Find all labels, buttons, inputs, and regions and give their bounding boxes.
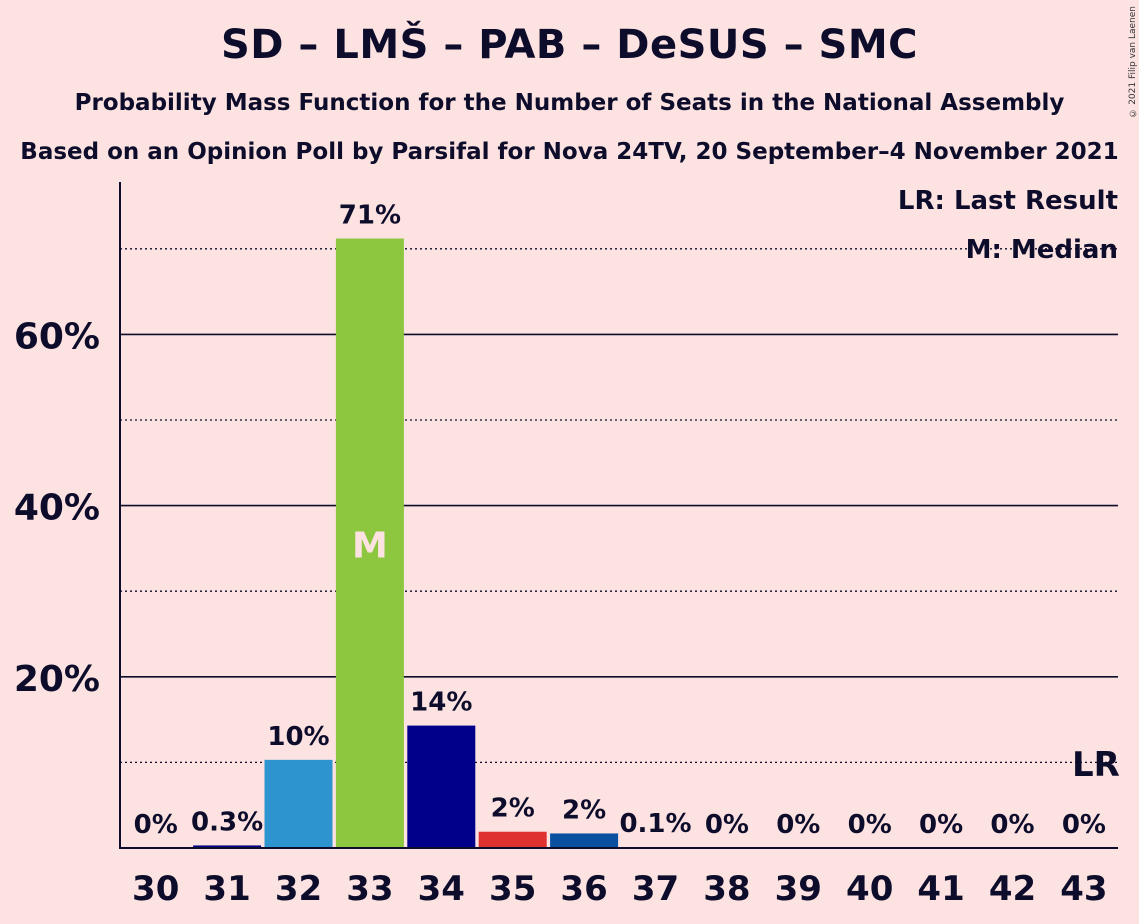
y-tick-label: 60% [14, 316, 100, 357]
bar-35 [478, 831, 547, 848]
data-label-32: 10% [267, 722, 329, 752]
x-tick-label: 31 [203, 869, 250, 909]
data-label-40: 0% [848, 810, 892, 840]
x-tick-label: 42 [989, 869, 1036, 909]
data-label-33: 71% [339, 201, 401, 231]
data-label-34: 14% [410, 688, 472, 718]
y-tick-label: 40% [14, 488, 100, 529]
x-axis: 30 31 32 33 34 35 36 37 38 39 40 41 42 43 [120, 847, 1118, 909]
y-axis: 20% 40% 60% [14, 182, 121, 849]
bars: 0% 0.3% 10% 71% M 14% 2% 2% 0.1% 0% 0% 0% 0% 0% 0% LR [134, 201, 1120, 848]
x-tick-label: 41 [917, 869, 964, 909]
chart-subtitle: Probability Mass Function for the Number… [74, 90, 1065, 116]
legend-median: M: Median [966, 235, 1118, 265]
legend-last-result: LR: Last Result [898, 186, 1118, 216]
chart-title: SD – LMŠ – PAB – DeSUS – SMC [220, 22, 918, 68]
x-tick-label: 30 [132, 869, 179, 909]
y-tick-label: 20% [14, 659, 100, 700]
data-label-41: 0% [919, 810, 963, 840]
x-tick-label: 40 [846, 869, 893, 909]
x-tick-label: 38 [703, 869, 750, 909]
bar-33 [335, 238, 404, 848]
x-tick-label: 43 [1060, 869, 1107, 909]
data-label-31: 0.3% [191, 807, 263, 837]
data-label-38: 0% [705, 810, 749, 840]
chart-source-line: Based on an Opinion Poll by Parsifal for… [20, 139, 1119, 165]
data-label-37: 0.1% [619, 809, 691, 839]
data-label-42: 0% [990, 810, 1034, 840]
x-tick-label: 37 [632, 869, 679, 909]
data-label-36: 2% [562, 795, 606, 825]
x-tick-label: 36 [560, 869, 607, 909]
median-marker: M [352, 525, 388, 566]
gridlines [120, 248, 1118, 764]
data-label-35: 2% [491, 794, 535, 824]
x-tick-label: 35 [489, 869, 536, 909]
x-tick-label: 34 [418, 869, 465, 909]
data-label-43: 0% [1062, 810, 1106, 840]
bar-32 [264, 759, 333, 848]
data-label-30: 0% [134, 810, 178, 840]
bar-34 [407, 725, 476, 848]
x-tick-label: 33 [346, 869, 393, 909]
x-tick-label: 39 [775, 869, 822, 909]
data-label-39: 0% [776, 810, 820, 840]
last-result-marker: LR [1072, 745, 1120, 785]
x-tick-label: 32 [275, 869, 322, 909]
bar-31 [193, 845, 262, 848]
bar-36 [550, 833, 619, 848]
legend: LR: Last Result M: Median [898, 186, 1118, 265]
